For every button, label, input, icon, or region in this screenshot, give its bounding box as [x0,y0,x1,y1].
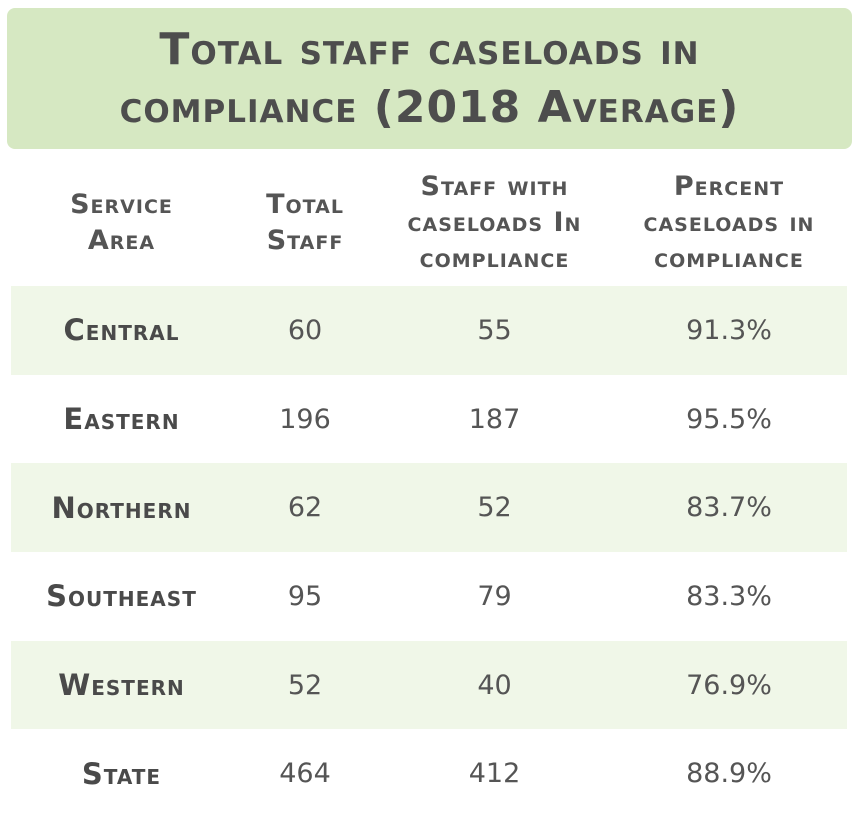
total-staff-cell: 196 [279,403,331,435]
table-row: Northern 62 52 83.7% [11,463,847,553]
service-area-cell: Northern [11,463,232,553]
title-banner: Total staff caseloads in compliance (201… [7,8,852,149]
column-header-label: Staff with caseloads In compliance [407,171,582,274]
percent-in-compliance-cell: 95.5% [686,403,772,435]
percent-in-compliance-cell: 76.9% [611,640,847,730]
service-area-cell: Eastern [63,402,180,437]
compliance-table-container: Service Area Total Staff Staff with case… [11,160,847,818]
column-header-total-staff: Total Staff [232,160,378,286]
percent-in-compliance-cell: 88.9% [686,758,772,790]
staff-in-compliance-cell: 79 [477,580,512,612]
total-staff-cell: 464 [279,758,331,790]
table-row: Southeast 95 79 83.3% [11,552,847,641]
column-header-label: Percent caseloads in compliance [643,171,815,274]
percent-in-compliance-cell: 83.3% [686,580,772,612]
total-staff-cell: 52 [232,640,378,730]
column-header-percent-in-compliance: Percent caseloads in compliance [611,160,847,286]
service-area-cell: Western [11,640,232,730]
chart-title: Total staff caseloads in compliance (201… [119,23,740,133]
table-row: Eastern 196 187 95.5% [11,375,847,464]
staff-in-compliance-cell: 52 [378,463,611,553]
staff-in-compliance-cell: 187 [468,403,521,435]
staff-in-compliance-cell: 40 [378,640,611,730]
table-body: Central 60 55 91.3% Eastern 196 187 95.5… [11,286,847,818]
column-header-service-area: Service Area [11,160,232,286]
column-header-label: Service Area [70,189,173,256]
column-header-label: Total Staff [266,189,344,256]
total-staff-cell: 95 [287,580,323,612]
total-staff-cell: 60 [232,286,378,375]
total-staff-cell: 62 [232,463,378,553]
header-row: Service Area Total Staff Staff with case… [11,160,847,286]
service-area-cell: Southeast [46,579,197,614]
table-row: State 464 412 88.9% [11,729,847,818]
column-header-staff-in-compliance: Staff with caseloads In compliance [378,160,611,286]
staff-in-compliance-cell: 412 [468,758,521,790]
table-header: Service Area Total Staff Staff with case… [11,160,847,286]
percent-in-compliance-cell: 83.7% [611,463,847,553]
service-area-cell: Central [11,286,232,375]
compliance-table: Service Area Total Staff Staff with case… [11,160,847,818]
table-row: Central 60 55 91.3% [11,286,847,375]
service-area-cell: State [81,756,162,791]
staff-in-compliance-cell: 55 [378,286,611,375]
percent-in-compliance-cell: 91.3% [611,286,847,375]
table-row: Western 52 40 76.9% [11,640,847,730]
